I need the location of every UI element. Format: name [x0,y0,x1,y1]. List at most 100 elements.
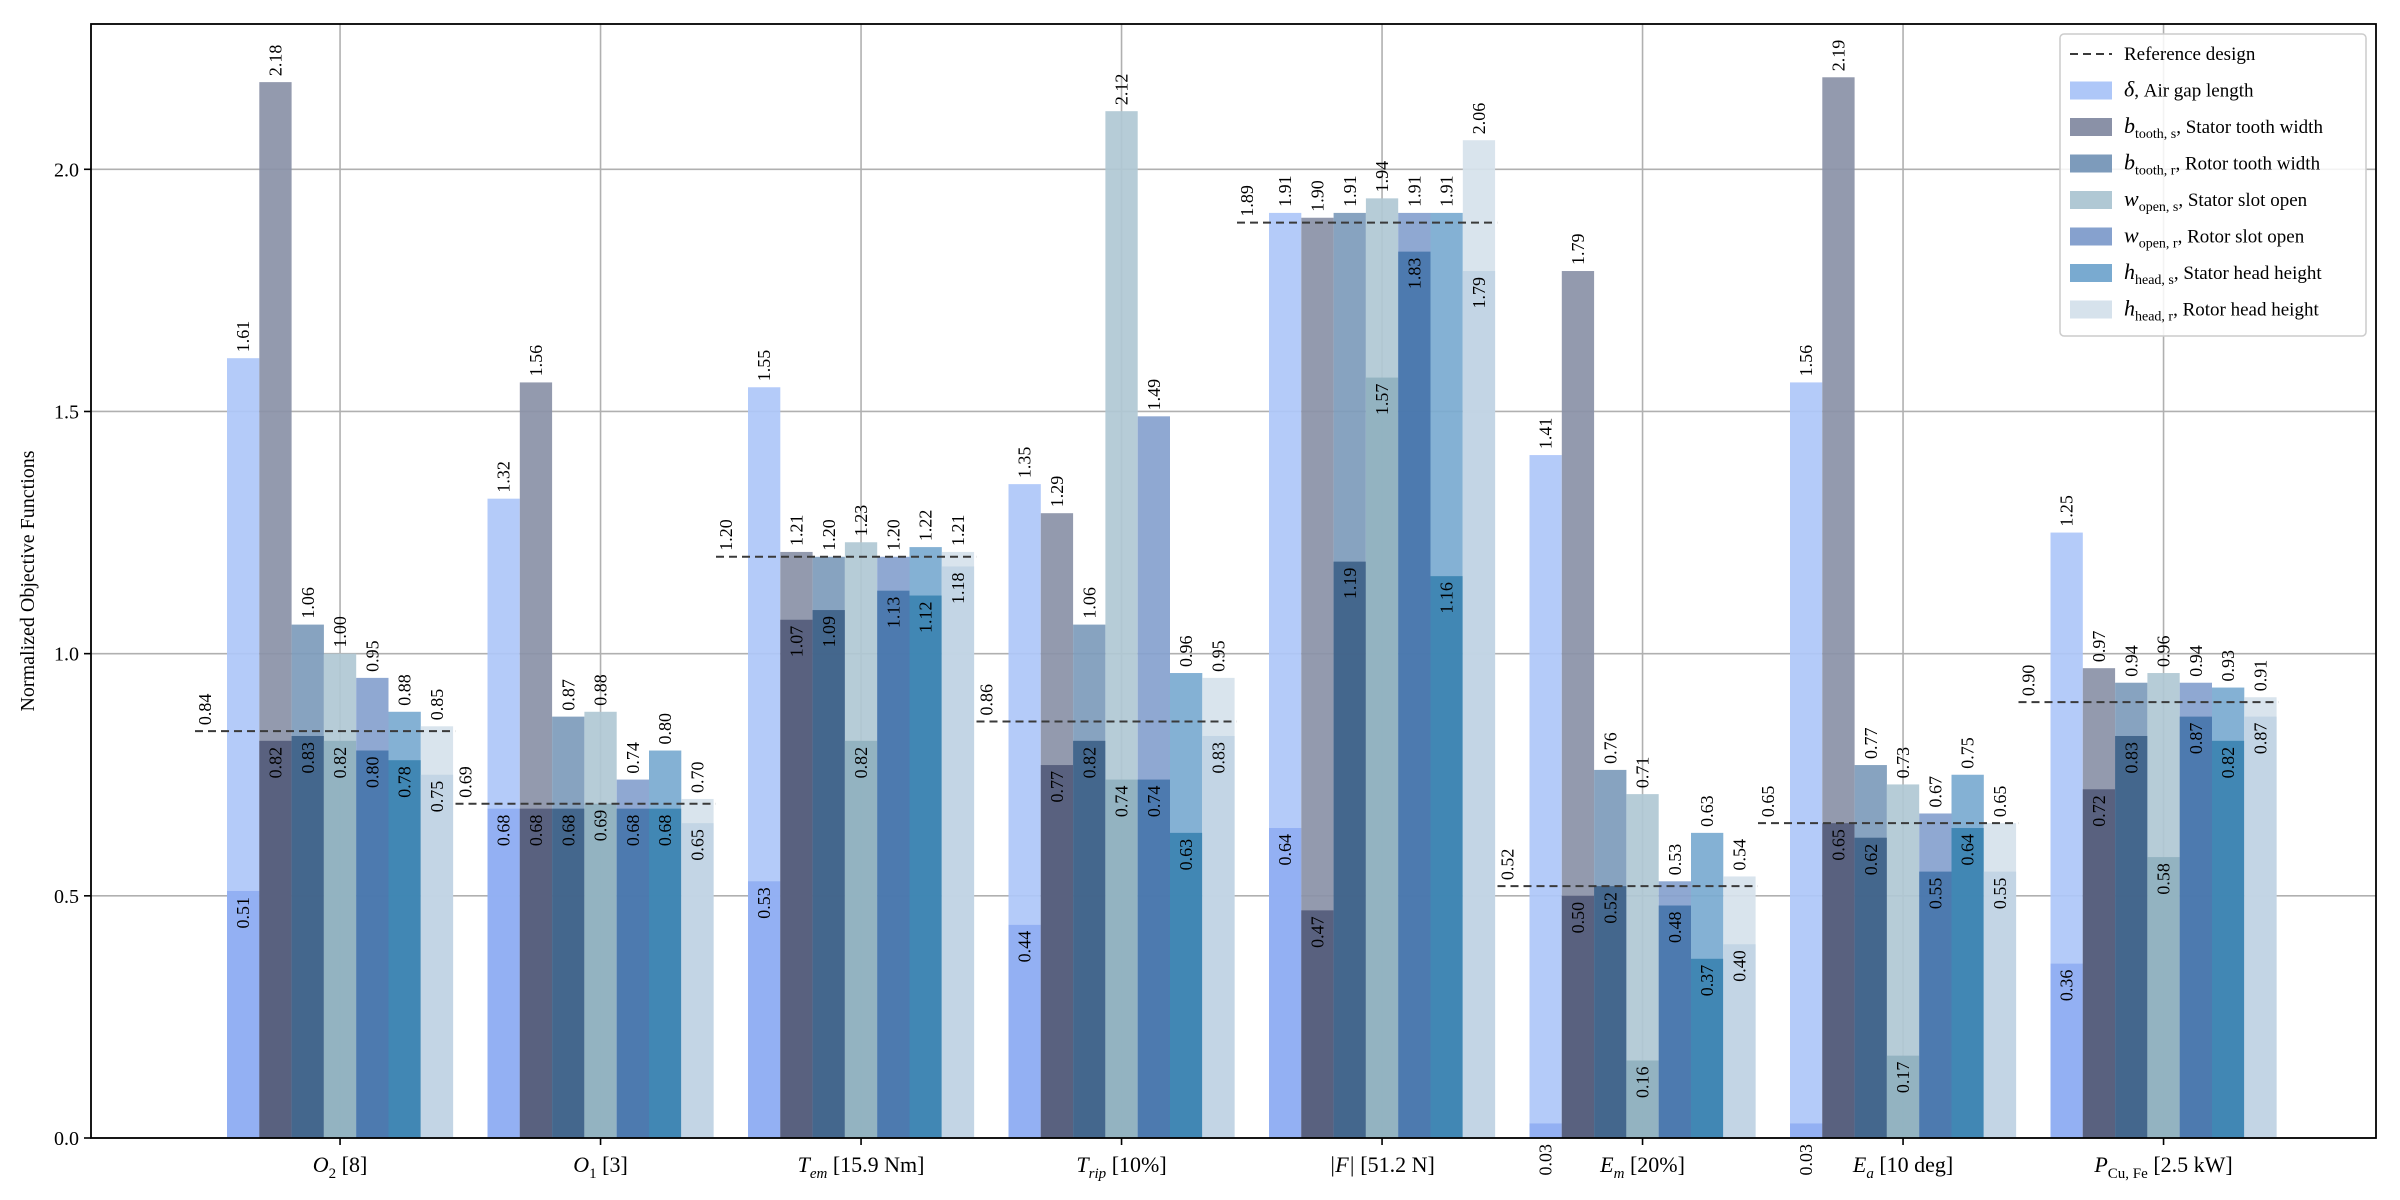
value-label-high: 1.35 [1015,447,1035,479]
value-label-low: 1.13 [883,597,903,629]
legend-swatch [2070,81,2112,100]
bar-low [1951,828,1984,1138]
bar-low [616,808,649,1138]
bar-high [1529,455,1562,1138]
x-category-label: Trip [10%] [1076,1152,1166,1182]
bar-low [748,881,781,1138]
value-label-high: 1.29 [1047,476,1067,508]
legend-swatch [2070,227,2112,246]
value-label-high: 1.90 [1307,180,1327,212]
value-label-low: 1.16 [1437,582,1457,614]
value-label-low: 0.69 [591,810,611,842]
legend-entry: δ, Air gap length [2124,77,2254,102]
bar-low [1919,871,1952,1138]
reference-value-label: 0.86 [977,684,997,716]
bar-low [1529,1123,1562,1138]
value-label-low: 0.51 [233,897,253,929]
value-label-high: 1.22 [916,510,936,542]
bar-low [1723,944,1756,1138]
legend-swatch [2070,264,2112,282]
reference-value-label: 0.90 [2019,665,2039,697]
value-label-high: 0.80 [655,713,675,745]
bar-low [1561,895,1595,1138]
value-label-high: 0.76 [1600,732,1620,764]
bar-low [2082,789,2116,1138]
value-label-low: 1.18 [948,572,968,604]
value-label-high: 0.85 [427,689,447,721]
value-label-low: 0.64 [1275,834,1295,866]
value-label-high: 1.55 [754,350,774,382]
y-tick-label: 1.0 [54,644,79,666]
x-category-label: O1 [3] [573,1152,628,1182]
bar-low [388,760,421,1138]
value-label-high: 0.77 [1861,728,1881,760]
value-label-low: 0.68 [494,815,514,847]
value-label-high: 1.91 [1404,175,1424,207]
value-label-low: 1.09 [819,616,839,648]
y-tick-label: 0.0 [54,1128,79,1150]
value-label-high: 1.49 [1144,379,1164,411]
bar-low [552,808,585,1138]
value-label-high: 0.88 [591,674,611,706]
value-label-low: 0.63 [1176,839,1196,871]
value-label-low: 0.80 [362,757,382,789]
x-category-label: Tem [15.9 Nm] [798,1152,925,1182]
value-label-high: 1.21 [948,514,968,546]
value-label-low: 0.83 [298,742,318,774]
value-label-high: 1.79 [1568,234,1588,266]
value-label-low: 0.16 [1633,1067,1653,1099]
value-label-high: 0.75 [1958,737,1978,769]
value-label-high: 0.54 [1729,839,1749,871]
value-label-high: 0.74 [623,742,643,774]
value-label-high: 1.91 [1340,175,1360,207]
value-label-low: 0.77 [1047,771,1067,803]
bar-low [1202,735,1235,1138]
value-label-high: 2.18 [265,45,285,77]
bar-low [1301,910,1334,1138]
legend: Reference design δ, Air gap length btooth,… [2059,33,2367,337]
legend-entry: hhead, r, Rotor head height [2124,296,2319,325]
bar-low [844,740,878,1138]
bar-low [1170,832,1203,1138]
bar-low [1790,1123,1823,1138]
y-tick-label: 0.5 [54,886,79,908]
value-label-high: 1.41 [1536,418,1556,450]
bar-low [1886,1055,1920,1138]
value-label-low: 0.64 [1958,834,1978,866]
value-label-low: 0.68 [623,815,643,847]
bar-low [2115,735,2148,1138]
bar-low [812,610,845,1138]
value-label-high: 2.19 [1828,40,1848,72]
reference-value-label: 0.52 [1498,849,1518,881]
x-category-label: |F| [51.2 N] [1329,1152,1435,1177]
value-label-low: 1.07 [786,626,806,658]
value-label-low: 0.40 [1729,950,1749,982]
value-label-high: 0.95 [1208,640,1228,672]
value-label-high: 1.06 [298,587,318,619]
bar-low [2050,963,2083,1138]
bar-low [291,735,324,1138]
value-label-low: 0.82 [265,747,285,779]
bars-layer [227,77,2277,1139]
value-label-low: 0.87 [2186,723,2206,755]
value-label-high: 1.20 [819,519,839,551]
value-label-low: 0.50 [1568,902,1588,934]
reference-lines [195,221,2279,888]
bar-low [2147,857,2180,1138]
bar-low [2212,740,2245,1138]
bar-low [1269,828,1302,1138]
value-label-high: 0.96 [1176,636,1196,668]
legend-swatch [2070,154,2112,173]
value-label-high: 0.88 [395,674,415,706]
y-tick-label: 1.5 [54,401,79,423]
value-label-low: 0.03 [1536,1144,1556,1176]
value-label-low: 1.12 [916,602,936,634]
bar-low [1626,1060,1659,1138]
value-label-low: 0.68 [655,815,675,847]
axes: 0.0 0.5 1.0 1.5 2.0 Normalized Objective Func… [17,23,2377,1182]
value-label-high: 0.63 [1697,795,1717,827]
value-label-high: 0.73 [1893,747,1913,779]
bar-low [1333,561,1366,1138]
bar-low [1137,779,1170,1138]
bar-low [1822,823,1855,1138]
